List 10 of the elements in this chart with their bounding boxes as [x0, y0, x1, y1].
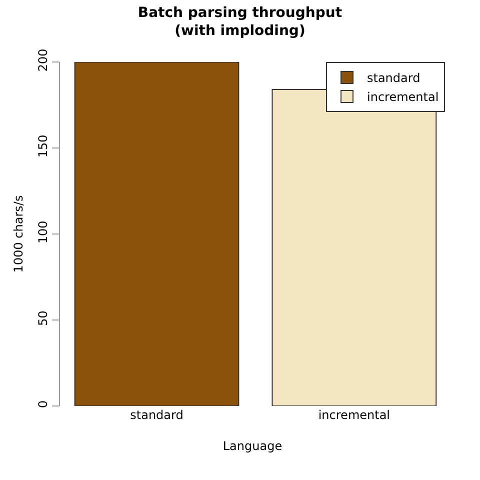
- legend-label: standard: [367, 71, 420, 86]
- y-tick-label: 50: [36, 310, 50, 326]
- x-axis-title: Language: [222, 438, 282, 453]
- y-tick-label: 100: [36, 220, 50, 244]
- legend-label: incremental: [367, 90, 439, 104]
- y-tick-label: 150: [36, 134, 50, 158]
- y-tick-label: 200: [36, 48, 50, 72]
- y-tick-label: 0: [36, 400, 50, 408]
- y-axis-title: 1000 chars/s: [12, 195, 26, 273]
- chart-title: Batch parsing throughput (with imploding): [138, 4, 342, 39]
